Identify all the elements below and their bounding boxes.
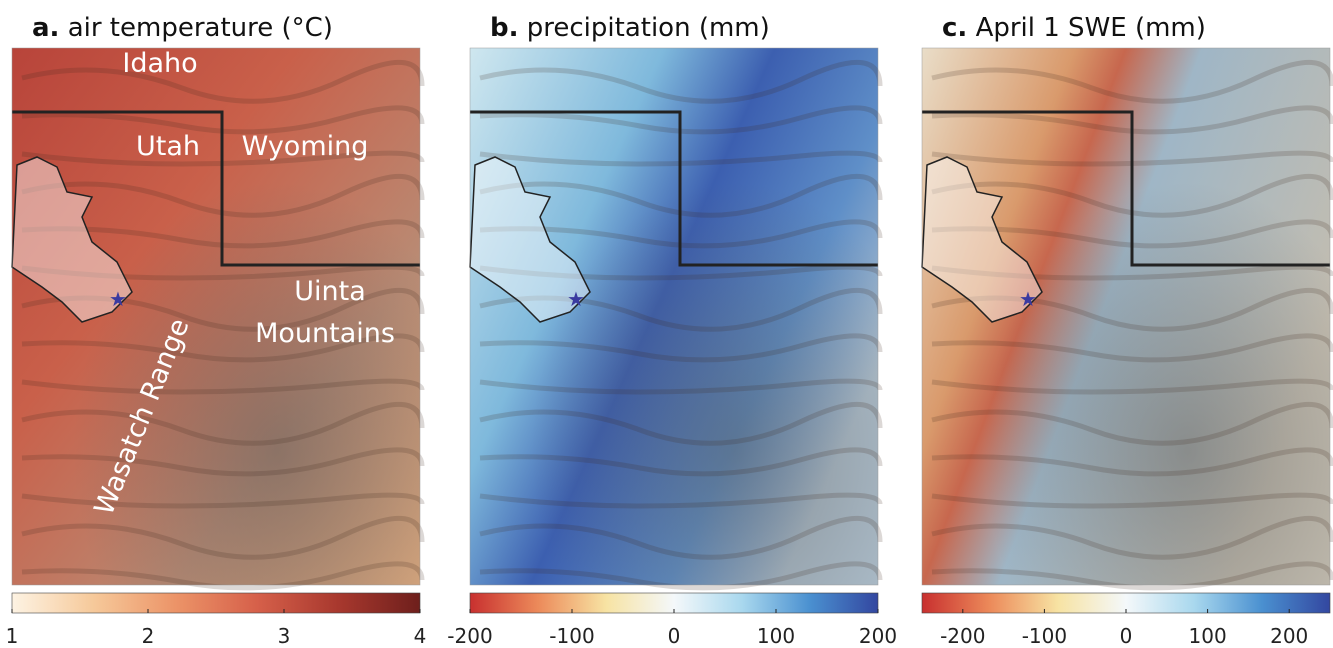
lake-outline xyxy=(921,156,1043,323)
terrain-ridge xyxy=(479,401,883,446)
panel: b. precipitation (mm) ★ -200 -100 0 100 200 xyxy=(447,13,897,648)
terrain-ridge xyxy=(931,333,1333,363)
star-marker: ★ xyxy=(1019,287,1037,311)
terrain-ridge xyxy=(21,150,425,167)
map-shade xyxy=(922,48,1330,585)
terrain-ridge xyxy=(931,264,1333,281)
terrain-ridge xyxy=(931,447,1333,477)
panel-title: c. April 1 SWE (mm) xyxy=(942,13,1206,43)
panel-title: b. precipitation (mm) xyxy=(490,13,770,43)
panel: a. air temperature (°C) ★ Idaho Utah Wyoming… xyxy=(6,13,427,648)
map-label: Wyoming xyxy=(242,131,369,162)
panel-letter: c. xyxy=(942,13,967,43)
terrain-ridge xyxy=(479,447,883,477)
colorbar-tick-label: -100 xyxy=(1022,624,1067,648)
map-label: Mountains xyxy=(255,318,395,349)
terrain-ridge xyxy=(931,150,1333,167)
panel-letter: a. xyxy=(32,13,59,43)
colorbar xyxy=(11,592,421,614)
panel-letter: b. xyxy=(490,13,519,43)
panel-title: a. air temperature (°C) xyxy=(32,13,333,43)
terrain-ridge xyxy=(479,59,883,104)
state-border xyxy=(922,110,1330,267)
terrain-ridge xyxy=(931,219,1333,249)
terrain-ridge xyxy=(931,515,1333,560)
map-frame xyxy=(921,47,1331,586)
colorbar-tick-label: 0 xyxy=(668,624,681,648)
terrain-ridge xyxy=(21,447,425,477)
terrain-ridge xyxy=(21,219,425,249)
terrain-ridge xyxy=(479,287,883,332)
terrain-ridge xyxy=(21,105,425,135)
lake-outline xyxy=(11,156,133,323)
colorbar-tick-label: 100 xyxy=(1189,624,1227,648)
state-border xyxy=(470,110,878,267)
terrain-ridge xyxy=(479,561,883,591)
terrain-ridge xyxy=(479,515,883,560)
colorbar-tick-label: -200 xyxy=(940,624,985,648)
map-frame xyxy=(11,47,421,586)
colorbar-tick-label: 2 xyxy=(142,624,155,648)
terrain-ridge xyxy=(931,105,1333,135)
map-label: Utah xyxy=(136,131,200,162)
terrain-ridge xyxy=(479,219,883,249)
panel-title-text: air temperature (°C) xyxy=(68,13,333,43)
panel: c. April 1 SWE (mm) ★ -200 -100 0 100 200 xyxy=(921,13,1333,648)
colorbar-tick-label: 200 xyxy=(859,624,897,648)
map-shade xyxy=(12,48,420,585)
terrain-ridge xyxy=(931,401,1333,446)
map-label: Idaho xyxy=(122,48,197,79)
terrain-ridge xyxy=(21,173,425,218)
terrain-ridge xyxy=(21,287,425,332)
terrain-ridge xyxy=(931,59,1333,104)
terrain-ridge xyxy=(479,105,883,135)
terrain-ridge xyxy=(479,173,883,218)
panel-title-text: precipitation (mm) xyxy=(527,13,770,43)
colorbar-tick-label: 0 xyxy=(1120,624,1133,648)
terrain-ridge xyxy=(21,264,425,281)
terrain-ridge xyxy=(21,515,425,560)
terrain-ridge xyxy=(931,287,1333,332)
colorbar-tick-label: 200 xyxy=(1270,624,1308,648)
terrain-ridge xyxy=(931,492,1333,509)
star-marker: ★ xyxy=(567,287,585,311)
colorbar-tick-label: -200 xyxy=(447,624,492,648)
terrain-ridge xyxy=(21,378,425,395)
map-shade xyxy=(470,48,878,585)
terrain-ridge xyxy=(931,561,1333,591)
map-label: Uinta xyxy=(294,276,366,307)
terrain-ridge xyxy=(21,561,425,591)
terrain-ridge xyxy=(479,492,883,509)
state-border xyxy=(12,110,420,267)
star-marker: ★ xyxy=(109,287,127,311)
terrain-ridge xyxy=(21,59,425,104)
colorbar-tick-label: 3 xyxy=(278,624,291,648)
terrain-ridge xyxy=(479,378,883,395)
terrain-ridge xyxy=(931,173,1333,218)
terrain-ridge xyxy=(21,401,425,446)
terrain-ridge xyxy=(479,333,883,363)
lake-outline xyxy=(469,156,591,323)
panel-title-text: April 1 SWE (mm) xyxy=(976,13,1206,43)
terrain-ridge xyxy=(479,150,883,167)
colorbar-tick-label: 4 xyxy=(414,624,427,648)
terrain-ridge xyxy=(931,378,1333,395)
colorbar-tick-label: -100 xyxy=(549,624,594,648)
colorbar-tick-label: 100 xyxy=(757,624,795,648)
terrain-ridge xyxy=(21,492,425,509)
terrain-ridge xyxy=(479,264,883,281)
terrain-ridge xyxy=(21,333,425,363)
colorbar-tick-label: 1 xyxy=(6,624,19,648)
map-frame xyxy=(469,47,879,586)
